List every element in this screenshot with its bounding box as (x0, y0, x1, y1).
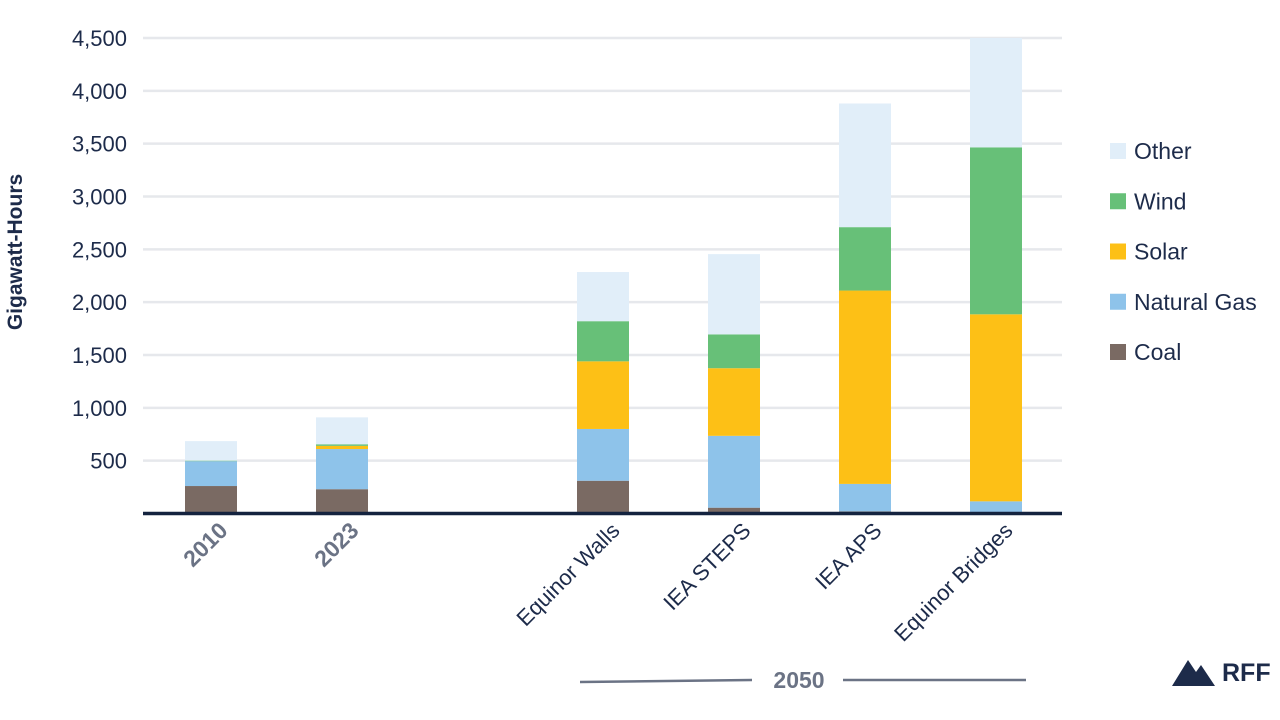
y-tick-label: 1,000 (72, 396, 127, 421)
bar-segment-natural-gas (708, 435, 760, 508)
bar-segment-other (839, 103, 891, 228)
bar-segment-wind (577, 321, 629, 362)
bar-segment-natural-gas (839, 483, 891, 512)
legend-label: Solar (1134, 239, 1188, 265)
bar-segment-wind (185, 460, 237, 462)
legend-item-wind: Wind (1110, 188, 1186, 214)
legend-swatch (1110, 344, 1126, 360)
bar-stack-iea-aps (839, 103, 891, 514)
bar-segment-other (316, 417, 368, 445)
x-tick-labels: 2010 2023 Equinor Walls IEA STEPS IEA APS Equ… (178, 517, 1018, 646)
bar-segment-solar (839, 290, 891, 484)
bar-segment-solar (577, 361, 629, 429)
legend-item-natural-gas: Natural Gas (1110, 289, 1257, 315)
legend-swatch (1110, 243, 1126, 260)
bar-segment-natural-gas (185, 461, 237, 487)
bar-segment-solar (316, 445, 368, 450)
y-tick-label: 4,000 (72, 79, 127, 104)
legend-item-solar: Solar (1110, 239, 1188, 265)
brand-name: RFF (1222, 659, 1271, 687)
bar-segment-coal (185, 486, 237, 514)
bar-segment-other (708, 254, 760, 335)
bar-segment-wind (708, 334, 760, 369)
group-line-left (579, 678, 753, 684)
mountain-icon (1172, 660, 1215, 686)
bar-stack-2010 (185, 441, 237, 514)
legend-swatch (1110, 293, 1126, 310)
legend-label: Other (1134, 138, 1192, 164)
y-tick-label: 3,500 (72, 132, 127, 157)
legend-swatch (1110, 193, 1126, 210)
bar-stack-2023 (316, 417, 368, 514)
y-tick-label: 4,500 (72, 26, 127, 51)
bar-segment-solar (970, 314, 1022, 502)
bar-segment-other (970, 38, 1022, 148)
x-tick-label: 2010 (178, 517, 233, 572)
bar-stack-iea-steps (708, 254, 760, 514)
y-axis-label: Gigawatt-Hours (4, 174, 27, 330)
bar-segment-natural-gas (316, 449, 368, 490)
x-tick-label: 2023 (309, 517, 364, 572)
x-tick-label: Equinor Bridges (889, 518, 1017, 646)
x-tick-label: Equinor Walls (511, 518, 624, 631)
group-bracket-2050: 2050 (579, 667, 1026, 693)
y-tick-label: 500 (90, 449, 127, 474)
y-tick-label: 1,500 (72, 343, 127, 368)
legend-label: Coal (1134, 339, 1181, 365)
bar-segment-wind (970, 147, 1022, 315)
bars (185, 38, 1022, 514)
x-tick-label: IEA APS (810, 518, 886, 594)
bar-segment-other (185, 441, 237, 461)
legend-label: Natural Gas (1134, 289, 1257, 315)
bar-segment-natural-gas (577, 428, 629, 481)
bar-segment-wind (839, 227, 891, 291)
bar-segment-coal (577, 480, 629, 514)
y-tick-labels: 500 1,000 1,500 2,000 2,500 3,000 3,500 4,000 4,… (72, 26, 127, 474)
bar-segment-coal (316, 489, 368, 514)
legend-label: Wind (1134, 188, 1186, 214)
rff-logo: RFF (1172, 659, 1271, 687)
bar-stack-equinor-bridges (970, 38, 1022, 514)
y-tick-label: 2,000 (72, 290, 127, 315)
group-label: 2050 (773, 667, 824, 693)
legend-item-coal: Coal (1110, 339, 1181, 365)
legend-item-other: Other (1110, 138, 1192, 164)
y-tick-label: 3,000 (72, 185, 127, 210)
bar-stack-equinor-walls (577, 272, 629, 514)
legend: Other Wind Solar Natural Gas Coal (1110, 138, 1257, 365)
bar-segment-coal (708, 507, 760, 514)
bar-segment-solar (708, 368, 760, 436)
x-tick-label: IEA STEPS (658, 518, 755, 615)
bar-segment-wind (316, 444, 368, 446)
y-tick-label: 2,500 (72, 237, 127, 262)
bar-segment-natural-gas (970, 501, 1022, 514)
gridlines (143, 36, 1062, 462)
legend-swatch (1110, 143, 1126, 159)
bar-segment-other (577, 272, 629, 322)
